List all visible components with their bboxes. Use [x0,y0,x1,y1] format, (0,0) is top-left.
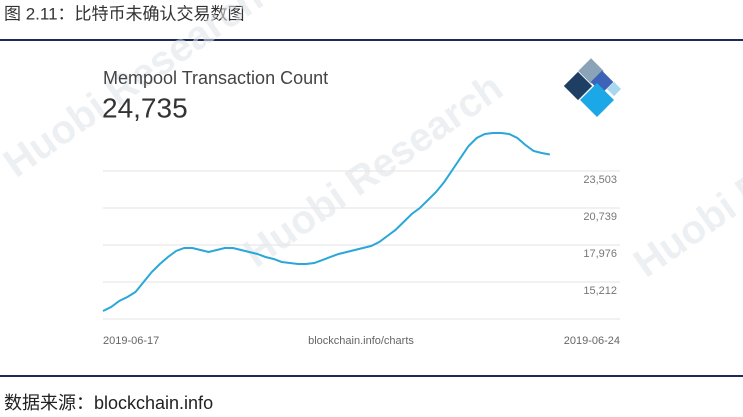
logo-piece [563,71,593,101]
watermarks: Huobi Research Huobi Research Huobi Rese… [0,0,743,286]
watermark: Huobi Research [626,75,743,286]
current-value: 24,735 [102,92,188,123]
y-tick-label: 20,739 [583,211,617,223]
chart-title: Mempool Transaction Count [103,68,328,88]
y-tick-label: 15,212 [583,285,617,297]
y-tick-label: 23,503 [583,174,617,186]
logo-piece [606,81,622,97]
y-tick-label: 17,976 [583,248,617,260]
x-tick-label: 2019-06-24 [564,335,620,347]
source-label: blockchain.info/charts [308,335,414,347]
x-tick-label: 2019-06-17 [103,335,159,347]
logo [563,58,622,117]
data-line [102,131,551,312]
source: 数据来源：blockchain.info [4,393,213,413]
figure-title: 图 2.11：比特币未确认交易数图 [4,4,245,23]
